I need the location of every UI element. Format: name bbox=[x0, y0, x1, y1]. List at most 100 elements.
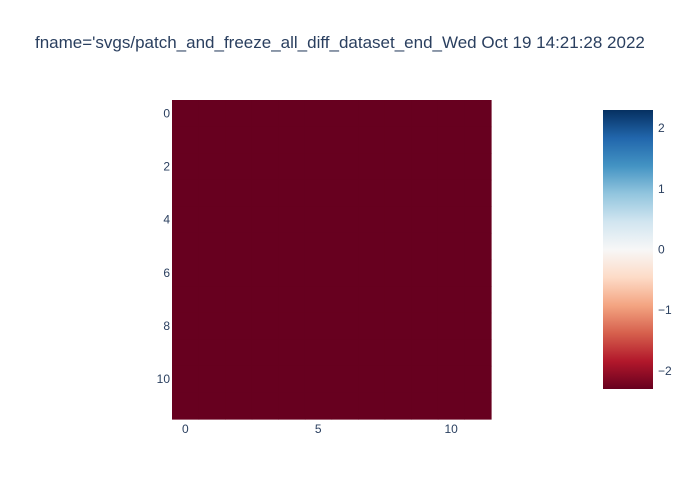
heatmap-cell bbox=[331, 126, 359, 154]
heatmap-cell bbox=[198, 365, 226, 394]
heatmap-cell bbox=[278, 100, 306, 128]
chart-title: fname='svgs/patch_and_freeze_all_diff_da… bbox=[35, 33, 645, 52]
heatmap-cell bbox=[278, 153, 306, 181]
heatmap-cell bbox=[278, 126, 306, 154]
heatmap-cell bbox=[464, 153, 492, 181]
colorbar-tick-label: −2 bbox=[658, 364, 672, 378]
heatmap-cell bbox=[172, 312, 200, 340]
heatmap-cell bbox=[358, 392, 386, 420]
heatmap-cell bbox=[225, 365, 253, 394]
heatmap-cell bbox=[464, 392, 492, 420]
heatmap-cell bbox=[384, 286, 412, 314]
heatmap-cell bbox=[411, 392, 439, 420]
heatmap-cell bbox=[304, 179, 333, 207]
heatmap-cell bbox=[384, 179, 412, 207]
heatmap-cell bbox=[251, 179, 279, 207]
colorbar-tick-label: 1 bbox=[658, 182, 665, 196]
heatmap-cell bbox=[278, 179, 306, 207]
heatmap-cell bbox=[331, 365, 359, 394]
heatmap-cell bbox=[411, 339, 439, 367]
heatmap-cell bbox=[331, 339, 359, 367]
heatmap-cell bbox=[172, 286, 200, 314]
heatmap-cell bbox=[331, 286, 359, 314]
heatmap-cell bbox=[411, 365, 439, 394]
heatmap-cell bbox=[198, 179, 226, 207]
heatmap-cell bbox=[437, 312, 466, 340]
y-tick-label: 4 bbox=[163, 213, 170, 227]
heatmap-cell bbox=[464, 365, 492, 394]
heatmap-cell bbox=[358, 153, 386, 181]
heatmap-cell bbox=[437, 232, 466, 261]
heatmap-cell bbox=[464, 339, 492, 367]
heatmap-cell bbox=[464, 179, 492, 207]
heatmap-cell bbox=[384, 365, 412, 394]
heatmap-cell bbox=[198, 126, 226, 154]
heatmap-cells bbox=[172, 100, 492, 420]
heatmap-cell bbox=[198, 286, 226, 314]
heatmap-cell bbox=[251, 339, 279, 367]
heatmap-cell bbox=[384, 312, 412, 340]
heatmap-cell bbox=[225, 100, 253, 128]
heatmap-cell bbox=[331, 312, 359, 340]
heatmap-cell bbox=[172, 179, 200, 207]
heatmap-cell bbox=[384, 206, 412, 234]
heatmap-cell bbox=[251, 286, 279, 314]
heatmap-cell bbox=[358, 286, 386, 314]
x-tick-label: 5 bbox=[315, 422, 322, 436]
heatmap-cell bbox=[411, 312, 439, 340]
heatmap-cell bbox=[278, 259, 306, 287]
heatmap-cell bbox=[384, 232, 412, 261]
heatmap-cell bbox=[358, 365, 386, 394]
heatmap-cell bbox=[411, 206, 439, 234]
heatmap-cell bbox=[225, 179, 253, 207]
heatmap-cell bbox=[198, 392, 226, 420]
heatmap-cell bbox=[172, 259, 200, 287]
heatmap-cell bbox=[172, 100, 200, 128]
heatmap-cell bbox=[225, 259, 253, 287]
heatmap-cell bbox=[304, 339, 333, 367]
heatmap-cell bbox=[411, 286, 439, 314]
heatmap-cell bbox=[198, 232, 226, 261]
heatmap-cell bbox=[304, 153, 333, 181]
heatmap-cell bbox=[225, 206, 253, 234]
heatmap-cell bbox=[331, 100, 359, 128]
heatmap-cell bbox=[225, 339, 253, 367]
heatmap-cell bbox=[172, 392, 200, 420]
heatmap-cell bbox=[304, 312, 333, 340]
colorbar: −2 −1 0 1 2 bbox=[603, 110, 672, 389]
heatmap-cell bbox=[437, 126, 466, 154]
heatmap-cell bbox=[464, 206, 492, 234]
heatmap-cell bbox=[411, 232, 439, 261]
heatmap-cell bbox=[172, 365, 200, 394]
heatmap-cell bbox=[437, 100, 466, 128]
heatmap-cell bbox=[437, 286, 466, 314]
colorbar-gradient bbox=[603, 110, 653, 389]
x-axis: 0 5 10 bbox=[182, 422, 458, 436]
y-tick-label: 8 bbox=[163, 319, 170, 333]
heatmap-cell bbox=[304, 392, 333, 420]
heatmap-cell bbox=[198, 339, 226, 367]
heatmap-cell bbox=[437, 339, 466, 367]
heatmap-cell bbox=[225, 126, 253, 154]
heatmap-cell bbox=[464, 259, 492, 287]
heatmap-cell bbox=[384, 100, 412, 128]
heatmap-cell bbox=[251, 312, 279, 340]
heatmap-cell bbox=[278, 312, 306, 340]
heatmap-cell bbox=[331, 153, 359, 181]
heatmap-cell bbox=[278, 392, 306, 420]
colorbar-tick-label: 0 bbox=[658, 243, 665, 257]
heatmap-cell bbox=[384, 126, 412, 154]
heatmap-cell bbox=[225, 312, 253, 340]
heatmap-cell bbox=[358, 232, 386, 261]
heatmap-cell bbox=[198, 153, 226, 181]
heatmap-cell bbox=[384, 392, 412, 420]
heatmap-cell bbox=[304, 259, 333, 287]
heatmap-cell bbox=[464, 100, 492, 128]
heatmap-cell bbox=[304, 286, 333, 314]
heatmap-cell bbox=[437, 206, 466, 234]
heatmap-cell bbox=[464, 126, 492, 154]
heatmap-cell bbox=[304, 126, 333, 154]
y-tick-label: 0 bbox=[163, 106, 170, 120]
